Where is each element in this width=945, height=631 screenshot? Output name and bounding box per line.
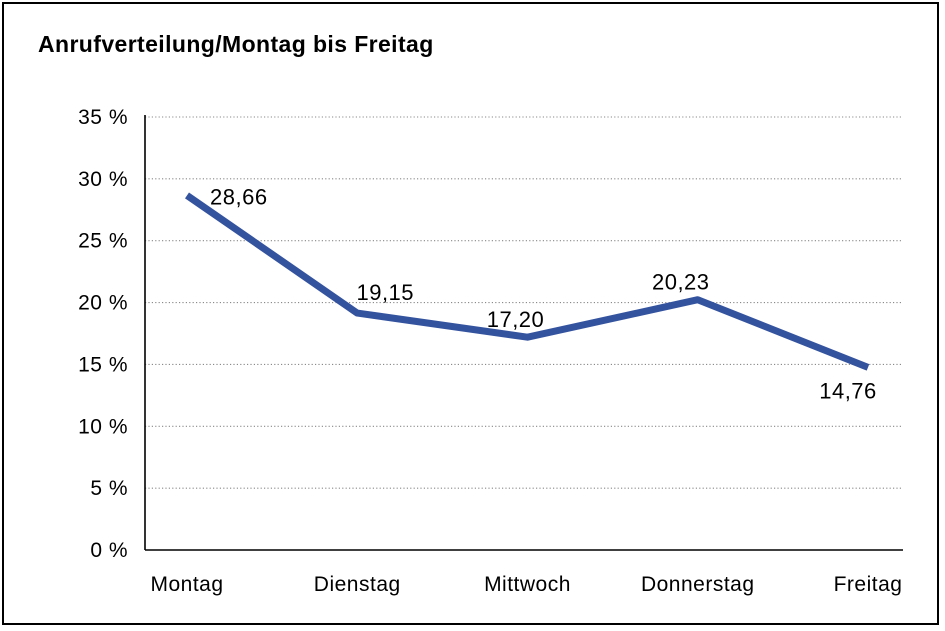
value-label: 14,76 — [819, 378, 877, 403]
value-label: 19,15 — [356, 280, 414, 305]
x-category-label: Dienstag — [314, 573, 401, 596]
x-category-label: Freitag — [834, 573, 903, 596]
y-tick-label: 15 % — [78, 353, 128, 376]
x-category-label: Donnerstag — [641, 573, 755, 596]
y-tick-label: 35 % — [78, 106, 128, 129]
chart-outer-border — [2, 2, 939, 625]
chart-title: Anrufverteilung/Montag bis Freitag — [38, 31, 434, 57]
y-tick-label: 10 % — [78, 415, 128, 438]
value-label: 17,20 — [487, 307, 545, 332]
y-tick-label: 25 % — [78, 230, 128, 253]
y-tick-label: 30 % — [78, 168, 128, 191]
value-label: 28,66 — [210, 184, 268, 209]
y-tick-label: 5 % — [90, 477, 128, 500]
y-tick-label: 0 % — [90, 539, 128, 562]
data-series-line — [185, 192, 870, 371]
x-category-label: Mittwoch — [484, 573, 571, 596]
x-category-label: Montag — [150, 573, 223, 596]
y-tick-label: 20 % — [78, 292, 128, 315]
value-label: 20,23 — [652, 270, 710, 295]
